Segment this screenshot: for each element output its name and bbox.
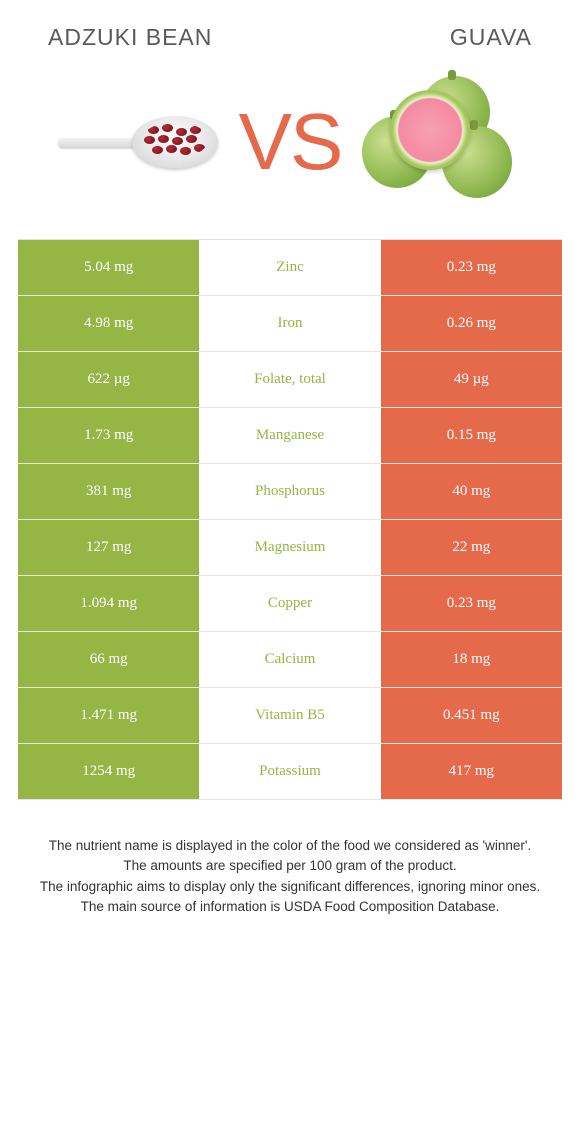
right-value: 49 µg <box>381 352 562 407</box>
nutrient-name: Phosphorus <box>199 464 380 519</box>
nutrient-table: 5.04 mgZinc0.23 mg4.98 mgIron0.26 mg622 … <box>18 239 562 800</box>
left-value: 5.04 mg <box>18 240 199 295</box>
right-value: 0.15 mg <box>381 408 562 463</box>
header-titles: ADZUKI BEAN GUAVA <box>18 24 562 67</box>
footer-line: The nutrient name is displayed in the co… <box>38 836 542 856</box>
nutrient-name: Copper <box>199 576 380 631</box>
footer-notes: The nutrient name is displayed in the co… <box>18 800 562 917</box>
hero-row: VS <box>18 67 562 239</box>
right-value: 40 mg <box>381 464 562 519</box>
table-row: 1.471 mgVitamin B50.451 mg <box>18 688 562 744</box>
nutrient-name: Zinc <box>199 240 380 295</box>
table-row: 1.094 mgCopper0.23 mg <box>18 576 562 632</box>
right-value: 18 mg <box>381 632 562 687</box>
right-food-image <box>357 77 527 207</box>
nutrient-name: Calcium <box>199 632 380 687</box>
nutrient-name: Folate, total <box>199 352 380 407</box>
right-value: 0.23 mg <box>381 576 562 631</box>
nutrient-name: Vitamin B5 <box>199 688 380 743</box>
table-row: 127 mgMagnesium22 mg <box>18 520 562 576</box>
right-value: 417 mg <box>381 744 562 799</box>
left-food-title: ADZUKI BEAN <box>48 24 212 51</box>
nutrient-name: Manganese <box>199 408 380 463</box>
left-value: 1.094 mg <box>18 576 199 631</box>
right-value: 0.451 mg <box>381 688 562 743</box>
right-food-title: GUAVA <box>450 24 532 51</box>
table-row: 4.98 mgIron0.26 mg <box>18 296 562 352</box>
left-value: 622 µg <box>18 352 199 407</box>
vs-label: VS <box>231 96 350 188</box>
right-value: 22 mg <box>381 520 562 575</box>
table-row: 66 mgCalcium18 mg <box>18 632 562 688</box>
left-value: 1.73 mg <box>18 408 199 463</box>
table-row: 1254 mgPotassium417 mg <box>18 744 562 800</box>
left-value: 1.471 mg <box>18 688 199 743</box>
left-value: 1254 mg <box>18 744 199 799</box>
footer-line: The amounts are specified per 100 gram o… <box>38 856 542 876</box>
nutrient-name: Iron <box>199 296 380 351</box>
right-value: 0.26 mg <box>381 296 562 351</box>
left-food-image <box>53 77 223 207</box>
table-row: 5.04 mgZinc0.23 mg <box>18 240 562 296</box>
left-value: 4.98 mg <box>18 296 199 351</box>
left-value: 127 mg <box>18 520 199 575</box>
nutrient-name: Magnesium <box>199 520 380 575</box>
right-value: 0.23 mg <box>381 240 562 295</box>
table-row: 381 mgPhosphorus40 mg <box>18 464 562 520</box>
left-value: 381 mg <box>18 464 199 519</box>
footer-line: The infographic aims to display only the… <box>38 877 542 897</box>
footer-line: The main source of information is USDA F… <box>38 897 542 917</box>
left-value: 66 mg <box>18 632 199 687</box>
table-row: 1.73 mgManganese0.15 mg <box>18 408 562 464</box>
nutrient-name: Potassium <box>199 744 380 799</box>
table-row: 622 µgFolate, total49 µg <box>18 352 562 408</box>
